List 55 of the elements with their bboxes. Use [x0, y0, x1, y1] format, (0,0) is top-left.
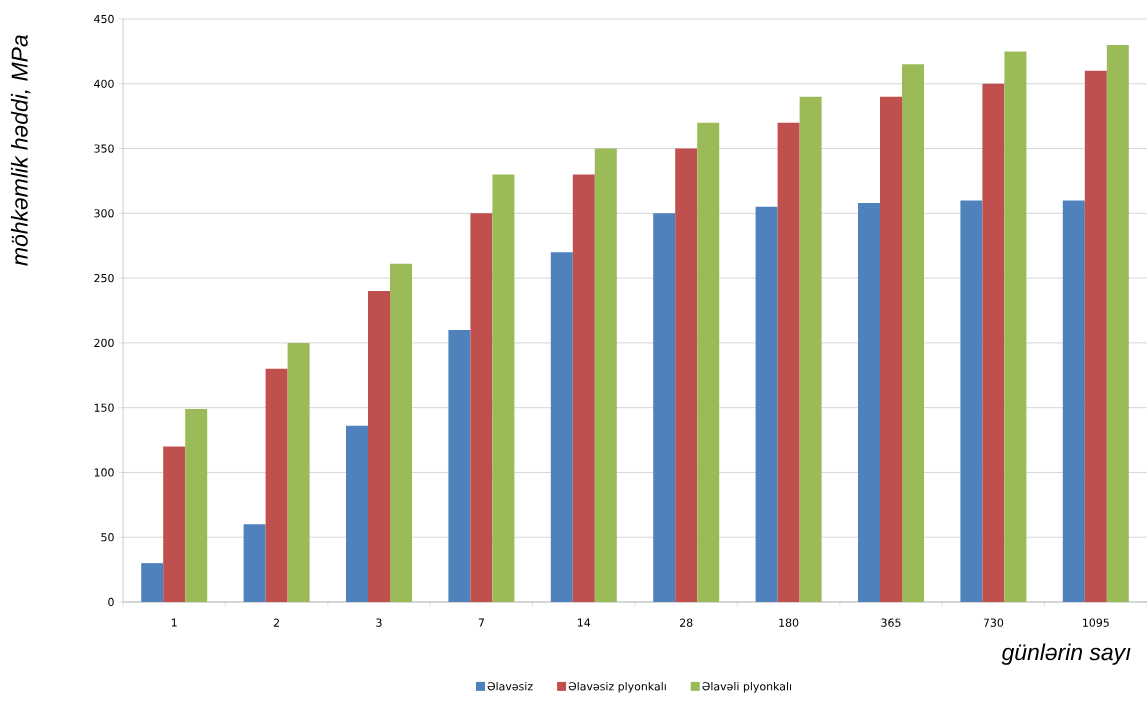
bar — [594, 148, 617, 602]
x-axis-title: günlərin sayı — [1001, 643, 1131, 665]
y-tick-label: 150 — [94, 403, 114, 412]
x-tick-label: 180 — [779, 618, 799, 627]
bar — [1106, 44, 1129, 602]
legend-label: Əlavəsiz plyonkalı — [568, 681, 666, 693]
bar — [982, 83, 1005, 602]
x-tick-label: 3 — [376, 618, 382, 627]
bar — [346, 425, 368, 602]
bar — [902, 64, 924, 602]
y-axis-title: möhkəmlik həddi, MPa — [10, 35, 31, 266]
bar — [550, 252, 573, 602]
x-tick-label: 28 — [680, 618, 693, 627]
bar — [390, 263, 412, 602]
x-tick-label: 7 — [478, 618, 484, 627]
bar — [448, 329, 471, 602]
bar — [1004, 51, 1027, 602]
x-tick-label: 14 — [578, 618, 591, 627]
bar — [492, 174, 515, 602]
bar — [185, 408, 208, 602]
y-tick-label: 0 — [108, 597, 114, 607]
x-tick-label: 1 — [171, 618, 177, 627]
y-tick-label: 250 — [94, 273, 114, 283]
bar — [675, 148, 698, 602]
y-tick-label: 350 — [94, 144, 114, 153]
bar — [960, 200, 983, 602]
x-tick-label: 730 — [983, 618, 1004, 627]
bar — [858, 202, 880, 602]
bar — [470, 213, 493, 602]
bar — [572, 174, 595, 602]
x-tick-label: 365 — [881, 618, 901, 627]
bar — [777, 122, 800, 602]
legend-label: Əlavəli plyonkalı — [702, 681, 792, 693]
y-tick-label: 200 — [94, 338, 114, 348]
y-tick-label: 100 — [94, 468, 114, 477]
y-tick-label: 400 — [94, 79, 114, 88]
bar — [880, 96, 902, 602]
y-tick-label: 300 — [94, 209, 114, 218]
bar — [653, 213, 676, 602]
bar — [368, 291, 390, 602]
bar — [799, 96, 822, 602]
bar — [697, 122, 720, 602]
y-tick-label: 50 — [101, 533, 114, 542]
bar — [287, 342, 310, 602]
x-tick-label: 2 — [273, 618, 279, 627]
bar — [141, 563, 164, 602]
bar — [1062, 200, 1085, 602]
bar — [755, 206, 778, 602]
legend-label: Əlavəsiz — [487, 681, 533, 691]
bar — [265, 368, 288, 602]
bar — [163, 446, 186, 602]
y-tick-label: 450 — [94, 14, 114, 24]
bar — [243, 524, 266, 602]
bar — [1084, 70, 1107, 602]
x-tick-label: 1095 — [1083, 618, 1109, 627]
